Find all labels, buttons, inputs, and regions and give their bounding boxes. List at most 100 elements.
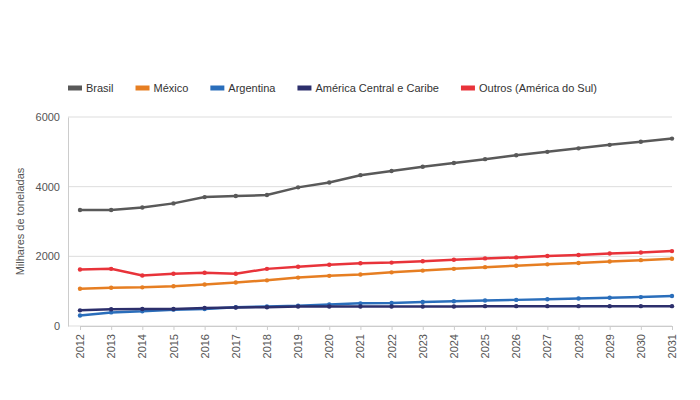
y-axis-line <box>68 118 69 327</box>
x-tick: 2023 <box>417 326 429 358</box>
x-tick: 2012 <box>74 326 86 358</box>
point <box>265 304 269 308</box>
grid <box>68 117 672 326</box>
series-line <box>80 251 672 275</box>
point <box>140 205 144 209</box>
x-tick-label: 2019 <box>292 334 304 358</box>
point <box>389 304 393 308</box>
x-tick-mark <box>610 326 611 330</box>
point <box>670 249 674 253</box>
x-tick: 2028 <box>573 326 585 358</box>
point <box>545 304 549 308</box>
point <box>545 297 549 301</box>
series <box>78 136 674 212</box>
point <box>607 304 611 308</box>
point <box>514 153 518 157</box>
point <box>576 296 580 300</box>
series-line <box>80 139 672 210</box>
grid-line <box>68 186 672 187</box>
point <box>234 280 238 284</box>
point <box>109 208 113 212</box>
x-tick-label: 2028 <box>573 334 585 358</box>
x-tick-mark <box>392 326 393 330</box>
point <box>358 272 362 276</box>
point <box>327 274 331 278</box>
point <box>670 136 674 140</box>
point <box>639 250 643 254</box>
point <box>78 267 82 271</box>
x-tick: 2017 <box>230 326 242 358</box>
y-tick-label: 2000 <box>36 250 60 262</box>
y-axis-title: Milhares de toneladas <box>14 167 26 275</box>
point <box>202 271 206 275</box>
point <box>514 298 518 302</box>
point <box>171 307 175 311</box>
x-tick-mark <box>641 326 642 330</box>
point <box>514 304 518 308</box>
y-axis: 0200040006000 <box>36 111 69 332</box>
x-tick-label: 2031 <box>666 334 678 358</box>
point <box>296 304 300 308</box>
legend-label: Argentina <box>228 82 276 94</box>
x-tick: 2024 <box>448 326 460 358</box>
point <box>389 260 393 264</box>
legend-swatch <box>461 86 475 91</box>
y-tick-label: 6000 <box>36 111 60 123</box>
x-tick: 2013 <box>105 326 117 358</box>
legend-item: Argentina <box>210 82 276 94</box>
x-tick: 2019 <box>292 326 304 358</box>
point <box>296 275 300 279</box>
point <box>607 259 611 263</box>
point <box>140 273 144 277</box>
point <box>483 304 487 308</box>
x-tick-mark <box>516 326 517 330</box>
point <box>483 265 487 269</box>
point <box>576 261 580 265</box>
x-tick-label: 2012 <box>74 334 86 358</box>
point <box>576 146 580 150</box>
x-tick-label: 2024 <box>448 334 460 358</box>
point <box>670 294 674 298</box>
point <box>639 304 643 308</box>
legend-item: Brasil <box>68 82 114 94</box>
x-tick: 2020 <box>323 326 335 358</box>
point <box>607 143 611 147</box>
x-tick-mark <box>547 326 548 330</box>
point <box>545 150 549 154</box>
grid-line <box>68 117 672 118</box>
point <box>234 305 238 309</box>
point <box>327 262 331 266</box>
point <box>171 307 175 311</box>
legend-label: Outros (América do Sul) <box>479 82 597 94</box>
x-tick-label: 2017 <box>230 334 242 358</box>
chart: 0200040006000201220132014201520162017201… <box>0 0 700 400</box>
x-tick: 2016 <box>199 326 211 358</box>
point <box>639 258 643 262</box>
x-tick-label: 2023 <box>417 334 429 358</box>
x-axis-line <box>81 327 673 331</box>
x-tick-mark <box>205 326 206 330</box>
point <box>78 313 82 317</box>
point <box>421 304 425 308</box>
x-tick: 2030 <box>635 326 647 358</box>
x-tick-label: 2014 <box>136 334 148 358</box>
point <box>78 287 82 291</box>
x-tick-label: 2027 <box>541 334 553 358</box>
point <box>171 201 175 205</box>
x-tick: 2021 <box>354 326 366 358</box>
point <box>639 295 643 299</box>
y-tick: 2000 <box>36 250 68 262</box>
x-tick: 2022 <box>386 326 398 358</box>
x-tick: 2014 <box>136 326 148 358</box>
series <box>78 294 674 318</box>
point <box>296 185 300 189</box>
point <box>265 193 269 197</box>
point <box>140 307 144 311</box>
point <box>358 173 362 177</box>
x-tick: 2026 <box>510 326 522 358</box>
x-tick-label: 2013 <box>105 334 117 358</box>
point <box>171 284 175 288</box>
x-tick-label: 2022 <box>386 334 398 358</box>
point <box>576 304 580 308</box>
x-tick-label: 2030 <box>635 334 647 358</box>
